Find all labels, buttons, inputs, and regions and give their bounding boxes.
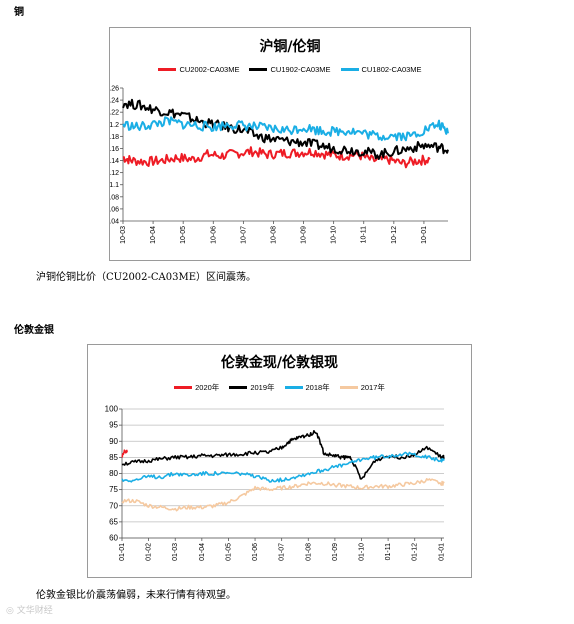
x-tick-label: 10-11	[361, 226, 368, 243]
y-tick-label: 1.16	[110, 146, 119, 153]
y-tick-label: 1.1	[110, 182, 119, 189]
legend-label: 2020年	[195, 383, 220, 392]
chart-legend: 2020年 2019年 2018年 2017年	[88, 382, 471, 393]
watermark-logo: ◎ 文华财经	[6, 603, 53, 616]
caption-copper: 沪铜伦铜比价（CU2002-CA03ME）区间震荡。	[36, 272, 257, 283]
legend-item: 2018年	[284, 382, 330, 393]
x-tick-label: 01-01	[438, 543, 445, 561]
legend-label: CU1902-CA03ME	[270, 65, 331, 74]
legend-swatch	[229, 386, 248, 389]
x-tick-label: 01-01	[119, 543, 126, 561]
x-tick-label: 01-10	[359, 543, 366, 561]
y-tick-label: 1.04	[110, 219, 119, 226]
x-tick-label: 10-09	[301, 226, 308, 244]
x-tick-label: 01-07	[279, 543, 286, 561]
section-title-gold-silver: 伦敦金银	[14, 325, 54, 336]
chart-plot-area: 60 65 70 75 80 85 90 95 100 01-01 01-02 01-03 01-04 0…	[105, 405, 446, 561]
x-tick-label: 10-08	[270, 226, 277, 244]
x-tick-label: 01-02	[146, 543, 153, 561]
y-tick-label: 1.14	[110, 158, 119, 165]
section-title-copper: 铜	[14, 7, 24, 18]
y-tick-label: 70	[109, 501, 118, 510]
y-tick-label: 65	[109, 517, 118, 526]
x-tick-label: 10-04	[150, 226, 157, 244]
x-tick-label: 01-08	[305, 543, 312, 561]
watermark-text: 文华财经	[16, 606, 53, 616]
y-tick-label: 95	[109, 421, 118, 430]
x-tick-label: 10-03	[120, 226, 127, 244]
legend-label: 2018年	[305, 383, 330, 392]
x-tick-label: 01-12	[412, 543, 419, 561]
y-tick-label: 1.12	[110, 170, 119, 177]
series-line-1	[122, 98, 449, 160]
legend-swatch	[284, 386, 303, 389]
x-tick-label: 01-11	[385, 543, 392, 560]
y-tick-label: 1.26	[110, 86, 119, 93]
x-tick-label: 10-12	[391, 226, 398, 244]
y-tick-label: 1.24	[110, 98, 119, 105]
x-tick-label: 10-06	[210, 226, 217, 244]
legend-label: 2017年	[360, 383, 385, 392]
x-tick-label: 01-04	[199, 543, 206, 561]
legend-label: 2019年	[250, 383, 275, 392]
legend-item: 2020年	[174, 382, 219, 393]
chart-title: 沪铜/伦铜	[259, 39, 321, 55]
legend-swatch	[249, 68, 268, 71]
y-tick-label: 80	[109, 469, 118, 478]
y-tick-label: 1.22	[110, 110, 119, 117]
y-tick-label: 90	[109, 437, 118, 446]
legend-item: 2017年	[339, 382, 385, 393]
y-tick-label: 75	[109, 485, 118, 494]
legend-item: CU2002-CA03ME	[158, 65, 239, 74]
legend-item: CU1802-CA03ME	[340, 65, 422, 74]
y-tick-label: 1.08	[110, 194, 119, 201]
x-tick-label: 10-07	[240, 226, 247, 244]
legend-item: 2019年	[229, 382, 275, 393]
x-tick-label: 01-05	[225, 543, 232, 561]
chart-title: 伦敦金现/伦敦银现	[220, 355, 339, 371]
legend-swatch	[339, 386, 358, 389]
y-tick-label: 60	[109, 534, 118, 543]
chart-plot-area: 1.04 1.06 1.08 1.1 1.12 1.14 1.16 1.18 1.2 1.22 1.…	[110, 86, 449, 244]
y-tick-label: 1.06	[110, 206, 119, 213]
legend-item: CU1902-CA03ME	[249, 65, 331, 74]
legend-swatch	[158, 68, 177, 71]
x-tick-label: 01-03	[172, 543, 179, 561]
y-tick-label: 100	[105, 405, 119, 414]
chart-copper-ratio: 沪铜/伦铜 CU2002-CA03ME CU1902-CA03ME CU1802-C…	[109, 27, 471, 261]
series-line-2	[121, 451, 445, 483]
series-line-0	[121, 449, 128, 458]
chart-gold-silver-ratio: 伦敦金现/伦敦银现 2020年 2019年 2018年 2017年 60 65 70 75 8…	[87, 344, 472, 578]
x-tick-label: 10-05	[180, 226, 187, 244]
y-tick-label: 1.18	[110, 134, 119, 141]
caption-gold-silver: 伦敦金银比价震荡偏弱，未来行情有待观望。	[36, 590, 236, 601]
x-tick-label: 01-06	[252, 543, 259, 561]
legend-label: CU2002-CA03ME	[179, 65, 240, 74]
x-tick-label: 10-01	[421, 226, 428, 244]
watermark-icon: ◎	[6, 606, 17, 616]
series-line-3	[121, 478, 445, 512]
x-tick-label: 10-10	[331, 226, 338, 244]
x-tick-label: 01-09	[332, 543, 339, 561]
series-line-1	[121, 430, 445, 480]
legend-swatch	[340, 68, 359, 71]
y-tick-label: 1.2	[110, 122, 119, 129]
legend-label: CU1802-CA03ME	[361, 65, 422, 74]
legend-swatch	[174, 386, 193, 389]
y-tick-label: 85	[109, 453, 118, 462]
chart-legend: CU2002-CA03ME CU1902-CA03ME CU1802-CA03ME	[110, 65, 470, 74]
series-line-2	[122, 116, 449, 142]
